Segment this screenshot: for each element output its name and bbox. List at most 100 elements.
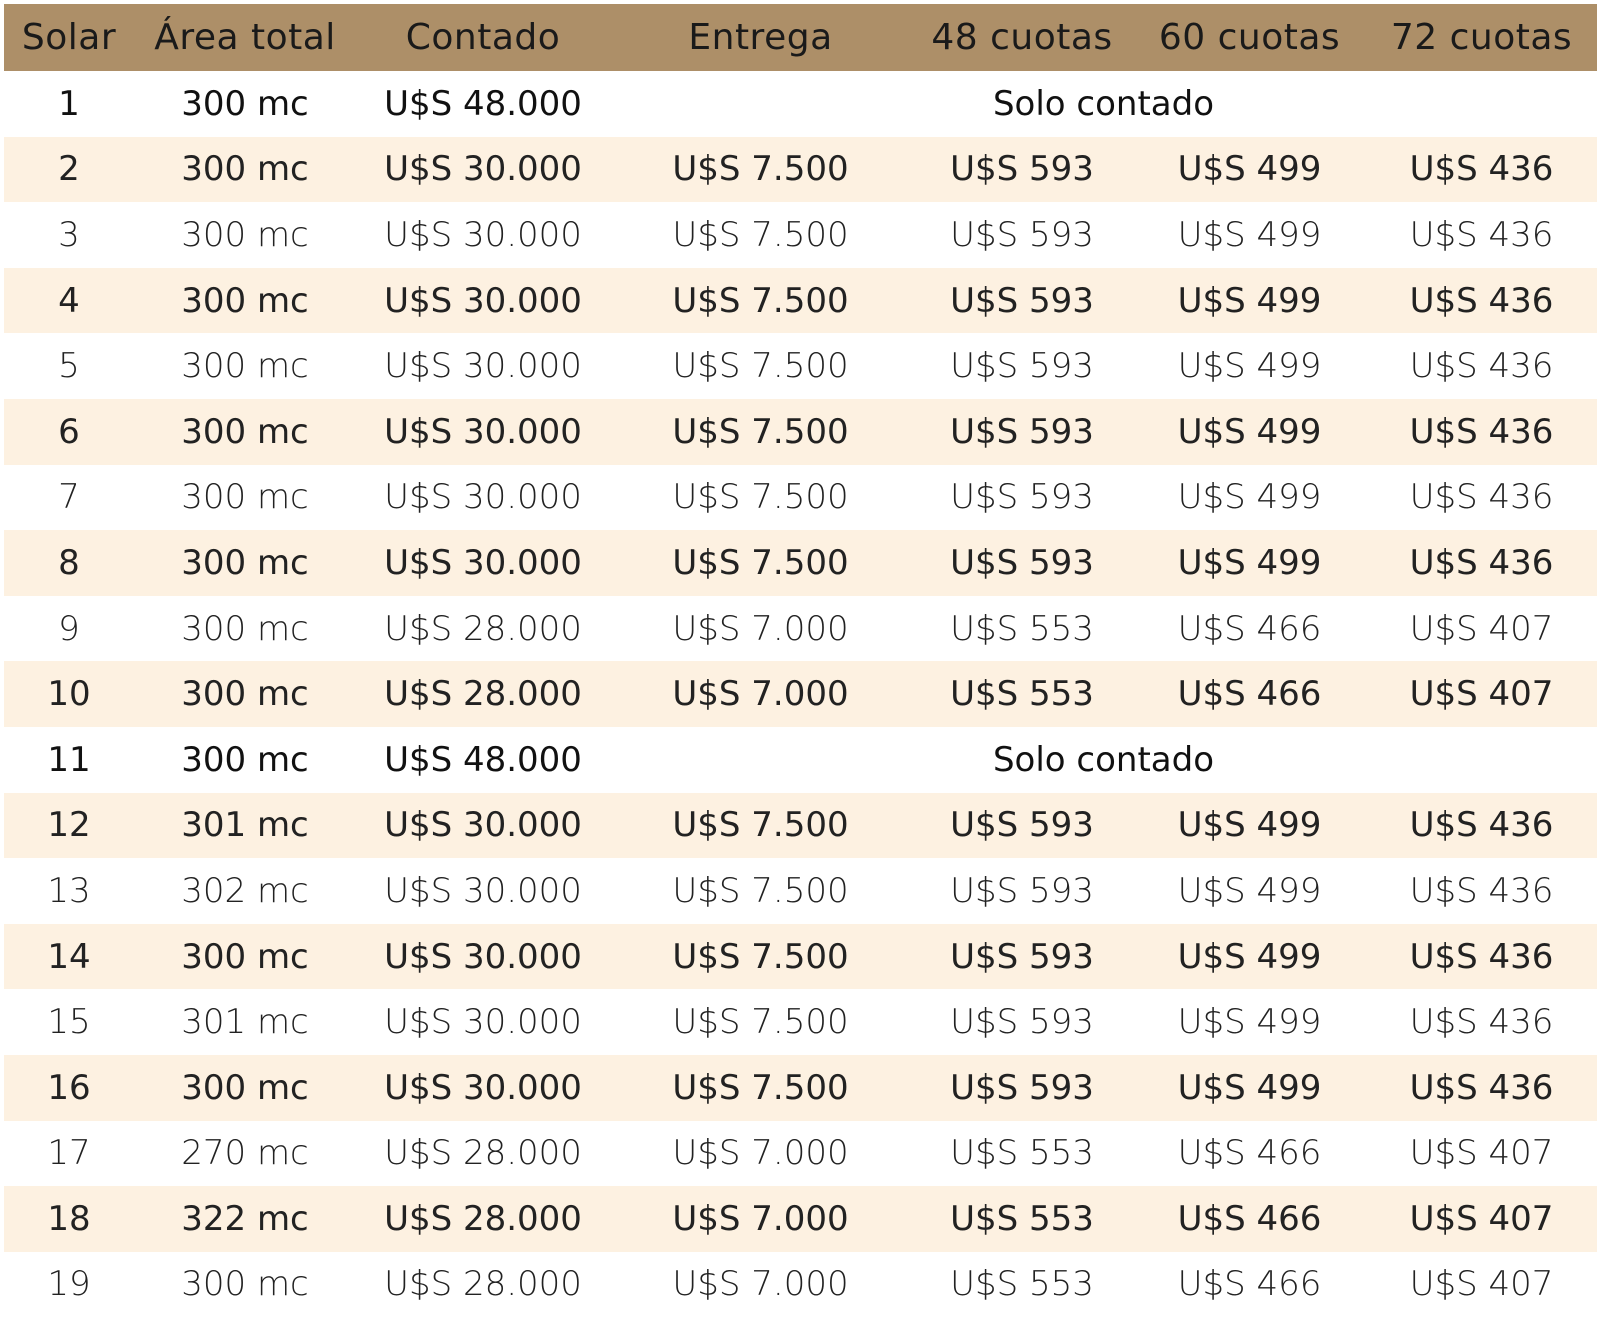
cell-solar: 19 xyxy=(47,1264,91,1305)
cell-72-cuotas: U$S 436 xyxy=(1409,346,1554,387)
cell-72-cuotas: U$S 407 xyxy=(1409,1264,1554,1305)
cell-72-cuotas: U$S 436 xyxy=(1366,398,1597,465)
cell-solar: 11 xyxy=(47,739,91,780)
cell-area-total: 300 mc xyxy=(181,477,309,518)
table-row: 10 300 mc U$S 28.000 U$S 7.000 U$S 553 U$S 46… xyxy=(4,661,1597,727)
cell-solar: 4 xyxy=(4,267,134,334)
cell-entrega: U$S 7.500 xyxy=(672,870,849,911)
cell-entrega: U$S 7.000 xyxy=(610,1186,911,1252)
cell-48-cuotas: U$S 593 xyxy=(911,1054,1133,1121)
header-row: Solar Área total Contado Entrega 48 cuot… xyxy=(4,4,1597,71)
cell-solar: 6 xyxy=(4,398,134,465)
cell-entrega: U$S 7.500 xyxy=(672,346,849,387)
cell-area-total: 301 mc xyxy=(134,792,356,859)
cell-entrega: U$S 7.500 xyxy=(610,398,911,465)
cell-contado: U$S 30.000 xyxy=(356,267,610,334)
cell-area-total: 300 mc xyxy=(134,530,356,596)
table-row: 12 301 mc U$S 30.000 U$S 7.500 U$S 593 U$S 49… xyxy=(4,792,1597,859)
cell-48-cuotas: U$S 593 xyxy=(950,214,1094,255)
table-row: 5 300 mc U$S 30.000 U$S 7.500 U$S 593 U$S 499… xyxy=(4,333,1597,399)
cell-60-cuotas: U$S 466 xyxy=(1177,1133,1322,1174)
cell-72-cuotas: U$S 436 xyxy=(1409,1002,1554,1043)
cell-entrega: U$S 7.500 xyxy=(672,477,849,518)
cell-entrega: U$S 7.000 xyxy=(672,1133,849,1174)
cell-60-cuotas: U$S 499 xyxy=(1133,136,1366,203)
cell-solar: 12 xyxy=(4,792,134,859)
cell-48-cuotas: U$S 593 xyxy=(950,870,1094,911)
cell-contado: U$S 28.000 xyxy=(356,661,610,727)
table-row: 18 322 mc U$S 28.000 U$S 7.000 U$S 553 U$S 46… xyxy=(4,1186,1597,1252)
table-row: 9 300 mc U$S 28.000 U$S 7.000 U$S 553 U$S 466… xyxy=(4,596,1597,662)
cell-contado: U$S 28.000 xyxy=(384,608,582,649)
cell-60-cuotas: U$S 499 xyxy=(1177,346,1322,387)
cell-solo-contado-note: Solo contado xyxy=(992,739,1215,780)
cell-contado: U$S 28.000 xyxy=(356,1186,610,1252)
header-72-cuotas: 72 cuotas xyxy=(1366,4,1597,71)
cell-solar: 9 xyxy=(58,608,80,649)
header-area-total: Área total xyxy=(134,4,356,71)
cell-area-total: 300 mc xyxy=(181,214,309,255)
table-row: 17 270 mc U$S 28.000 U$S 7.000 U$S 553 U$S 46… xyxy=(4,1121,1597,1187)
header-solar: Solar xyxy=(4,4,134,71)
cell-contado: U$S 30.000 xyxy=(384,870,582,911)
cell-solar: 17 xyxy=(47,1133,91,1174)
table-row: 8 300 mc U$S 30.000 U$S 7.500 U$S 593 U$S 499… xyxy=(4,530,1597,596)
header-48-cuotas: 48 cuotas xyxy=(911,4,1133,71)
table-row: 7 300 mc U$S 30.000 U$S 7.500 U$S 593 U$S 499… xyxy=(4,465,1597,531)
cell-area-total: 300 mc xyxy=(181,739,309,780)
table-body: 1 300 mc U$S 48.000 Solo contado 2 300 mc U$S … xyxy=(4,71,1597,1317)
cell-solar: 7 xyxy=(58,477,80,518)
cell-48-cuotas: U$S 593 xyxy=(911,136,1133,203)
table-row: 11 300 mc U$S 48.000 Solo contado xyxy=(4,727,1597,793)
cell-48-cuotas: U$S 593 xyxy=(911,398,1133,465)
cell-72-cuotas: U$S 436 xyxy=(1409,214,1554,255)
cell-48-cuotas: U$S 593 xyxy=(911,530,1133,596)
cell-60-cuotas: U$S 499 xyxy=(1133,398,1366,465)
cell-48-cuotas: U$S 593 xyxy=(950,1002,1094,1043)
cell-60-cuotas: U$S 499 xyxy=(1133,792,1366,859)
cell-48-cuotas: U$S 593 xyxy=(950,477,1094,518)
table-row: 16 300 mc U$S 30.000 U$S 7.500 U$S 593 U$S 49… xyxy=(4,1054,1597,1121)
cell-area-total: 300 mc xyxy=(134,1054,356,1121)
header-entrega: Entrega xyxy=(610,4,911,71)
cell-area-total: 300 mc xyxy=(134,136,356,203)
cell-entrega: U$S 7.500 xyxy=(610,792,911,859)
cell-entrega: U$S 7.500 xyxy=(610,267,911,334)
table-header: Solar Área total Contado Entrega 48 cuot… xyxy=(4,4,1597,71)
cell-contado: U$S 48.000 xyxy=(384,83,582,124)
cell-48-cuotas: U$S 593 xyxy=(911,923,1133,990)
cell-contado: U$S 30.000 xyxy=(356,792,610,859)
cell-solo-contado-note: Solo contado xyxy=(992,83,1215,124)
cell-solar: 1 xyxy=(58,83,80,124)
cell-entrega: U$S 7.000 xyxy=(610,661,911,727)
table-row: 14 300 mc U$S 30.000 U$S 7.500 U$S 593 U$S 49… xyxy=(4,923,1597,990)
cell-60-cuotas: U$S 466 xyxy=(1133,1186,1366,1252)
table-row: 6 300 mc U$S 30.000 U$S 7.500 U$S 593 U$S 499… xyxy=(4,398,1597,465)
cell-60-cuotas: U$S 499 xyxy=(1177,870,1322,911)
cell-area-total: 300 mc xyxy=(181,83,309,124)
cell-area-total: 300 mc xyxy=(181,1264,309,1305)
cell-48-cuotas: U$S 553 xyxy=(950,1133,1094,1174)
cell-solar: 13 xyxy=(47,870,91,911)
cell-60-cuotas: U$S 499 xyxy=(1177,214,1322,255)
cell-72-cuotas: U$S 407 xyxy=(1366,661,1597,727)
cell-72-cuotas: U$S 407 xyxy=(1409,1133,1554,1174)
cell-entrega: U$S 7.500 xyxy=(610,923,911,990)
cell-solar: 18 xyxy=(4,1186,134,1252)
cell-60-cuotas: U$S 499 xyxy=(1133,923,1366,990)
cell-contado: U$S 30.000 xyxy=(356,398,610,465)
price-table: Solar Área total Contado Entrega 48 cuot… xyxy=(4,4,1597,1317)
cell-solar: 10 xyxy=(4,661,134,727)
cell-contado: U$S 48.000 xyxy=(384,739,582,780)
cell-contado: U$S 28.000 xyxy=(384,1264,582,1305)
cell-entrega: U$S 7.000 xyxy=(672,1264,849,1305)
cell-72-cuotas: U$S 436 xyxy=(1366,792,1597,859)
cell-48-cuotas: U$S 593 xyxy=(911,792,1133,859)
cell-72-cuotas: U$S 436 xyxy=(1409,870,1554,911)
table-row: 19 300 mc U$S 28.000 U$S 7.000 U$S 553 U$S 46… xyxy=(4,1252,1597,1317)
cell-area-total: 300 mc xyxy=(134,923,356,990)
cell-contado: U$S 30.000 xyxy=(356,136,610,203)
cell-contado: U$S 30.000 xyxy=(384,214,582,255)
cell-area-total: 300 mc xyxy=(181,346,309,387)
cell-48-cuotas: U$S 593 xyxy=(950,346,1094,387)
